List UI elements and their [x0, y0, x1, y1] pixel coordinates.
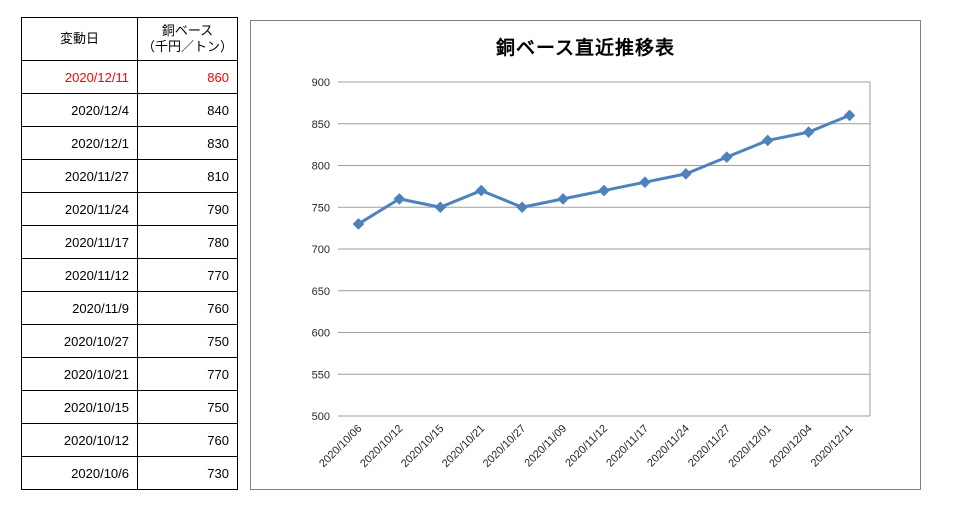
line-chart: 5005506006507007508008509002020/10/06202… [312, 77, 871, 470]
y-tick-label: 550 [312, 369, 330, 381]
date-cell: 2020/11/9 [21, 291, 138, 325]
x-tick-label: 2020/11/24 [645, 423, 692, 470]
y-tick-label: 850 [312, 119, 330, 131]
price-cell: 840 [137, 93, 238, 127]
date-cell: 2020/11/12 [21, 258, 138, 292]
table-row: 2020/10/12 760 [21, 423, 238, 457]
table-row: 2020/10/15 750 [21, 390, 238, 424]
data-point-marker [802, 126, 815, 138]
data-point-marker [720, 151, 733, 163]
y-tick-label: 750 [312, 202, 330, 214]
date-cell: 2020/10/27 [21, 324, 138, 358]
table-row: 2020/12/11 860 [21, 60, 238, 94]
table-row: 2020/10/6 730 [21, 456, 238, 490]
table-header-row: 変動日 銅ベース （千円／トン） [21, 17, 238, 61]
date-cell: 2020/10/12 [21, 423, 138, 457]
data-point-marker [557, 193, 569, 205]
y-tick-label: 800 [312, 161, 330, 173]
price-cell: 810 [137, 159, 238, 193]
header-date: 変動日 [21, 17, 138, 61]
date-cell: 2020/10/15 [21, 390, 138, 424]
price-cell: 760 [137, 423, 238, 457]
price-cell: 830 [137, 126, 238, 160]
date-cell: 2020/10/21 [21, 357, 138, 391]
price-cell: 780 [137, 225, 238, 259]
price-cell: 750 [137, 324, 238, 358]
x-tick-label: 2020/10/06 [317, 423, 364, 470]
header-price-line2: （千円／トン） [141, 39, 233, 54]
price-cell: 770 [137, 258, 238, 292]
data-point-marker [639, 176, 651, 188]
date-cell: 2020/11/17 [21, 225, 138, 259]
price-cell: 770 [137, 357, 238, 391]
x-tick-label: 2020/11/17 [604, 423, 651, 470]
table-row: 2020/11/12 770 [21, 258, 238, 292]
table-row: 2020/11/27 810 [21, 159, 238, 193]
x-tick-label: 2020/11/27 [686, 423, 733, 470]
price-cell: 790 [137, 192, 238, 226]
data-point-marker [680, 168, 692, 180]
y-tick-label: 500 [312, 411, 330, 423]
date-cell: 2020/12/4 [21, 93, 138, 127]
table-row: 2020/11/24 790 [21, 192, 238, 226]
x-tick-label: 2020/10/21 [440, 423, 487, 470]
data-point-marker [598, 184, 610, 197]
header-price-line1: 銅ベース [161, 22, 214, 38]
price-cell: 750 [137, 390, 238, 424]
price-cell: 760 [137, 291, 238, 325]
header-date-label: 変動日 [59, 30, 99, 46]
price-cell: 730 [137, 456, 238, 490]
date-cell: 2020/10/6 [21, 456, 138, 490]
chart-title: 銅ベース直近推移表 [495, 38, 676, 59]
price-table: 変動日 銅ベース （千円／トン） 2020/12/11 860 2020/12/4 8… [21, 17, 238, 490]
date-cell: 2020/11/27 [21, 159, 138, 193]
y-tick-label: 650 [312, 286, 330, 298]
header-price: 銅ベース （千円／トン） [137, 17, 238, 61]
price-cell: 860 [137, 60, 238, 94]
data-point-marker [761, 134, 774, 147]
x-tick-label: 2020/10/15 [399, 423, 446, 470]
x-tick-label: 2020/10/27 [481, 423, 528, 470]
y-tick-label: 900 [312, 77, 330, 89]
data-point-marker [516, 201, 528, 214]
x-tick-label: 2020/12/01 [726, 423, 773, 470]
data-point-marker [434, 201, 447, 214]
x-tick-label: 2020/12/04 [767, 423, 814, 470]
table-row: 2020/11/17 780 [21, 225, 238, 259]
chart-panel: 銅ベース直近推移表 500 550 600 650 700 750 800 850 900 202… [250, 20, 921, 490]
table-row: 2020/12/4 840 [21, 93, 238, 127]
y-tick-label: 600 [312, 328, 330, 340]
table-row: 2020/12/1 830 [21, 126, 238, 160]
table-row: 2020/10/27 750 [21, 324, 238, 358]
date-cell: 2020/11/24 [21, 192, 138, 226]
table-row: 2020/10/21 770 [21, 357, 238, 391]
table-row: 2020/11/9 760 [21, 291, 238, 325]
data-point-marker [475, 184, 488, 197]
x-tick-label: 2020/10/12 [358, 423, 405, 470]
x-tick-label: 2020/11/09 [522, 423, 569, 470]
x-tick-label: 2020/11/12 [563, 423, 610, 470]
x-tick-label: 2020/12/11 [809, 423, 856, 470]
date-cell: 2020/12/11 [21, 60, 138, 94]
data-point-marker [843, 109, 856, 122]
date-cell: 2020/12/1 [21, 126, 138, 160]
y-tick-label: 700 [312, 244, 330, 256]
